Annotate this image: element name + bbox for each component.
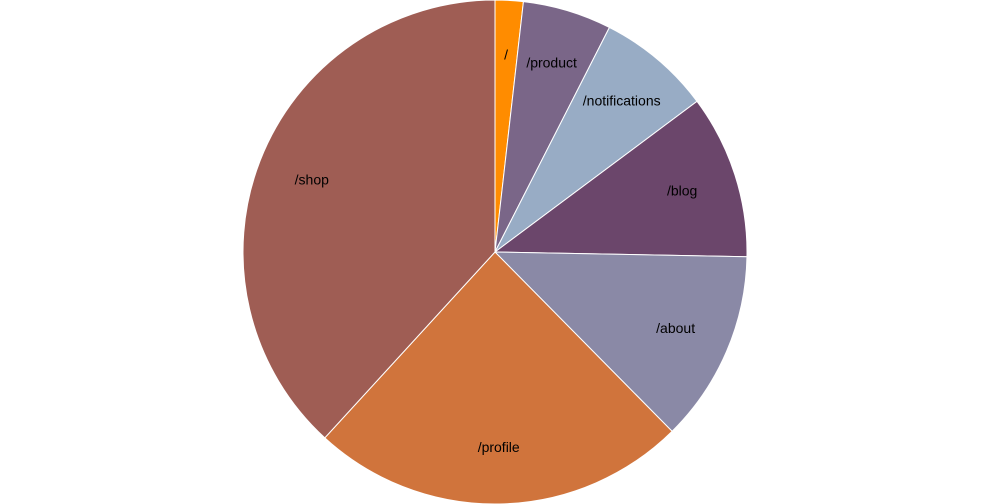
slices-layer [242,0,748,504]
slice-label-product: /product [526,54,577,70]
pie-slice-blog [493,100,748,258]
slice-label-profile: /profile [478,439,520,455]
pie-slice-about [493,251,748,433]
slice-label-notifications: /notifications [583,92,661,108]
slice-label-about: /about [656,320,695,336]
labels-layer: / /product/notifications/blog/about/profi… [295,46,698,455]
slice-label-shop: /shop [295,171,329,187]
slice-label-root: / [504,46,508,62]
pie-slice-notifications [494,26,698,253]
pie-slice-shop [242,0,496,439]
slice-label-blog: /blog [667,183,697,199]
